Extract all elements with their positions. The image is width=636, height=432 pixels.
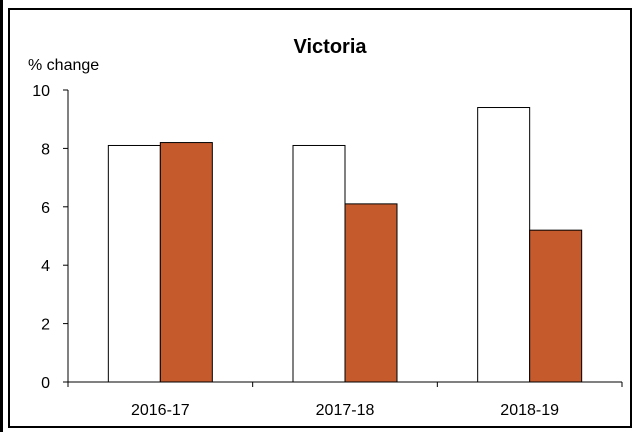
chart-title: Victoria	[294, 36, 368, 58]
y-tick-label: 10	[32, 83, 50, 100]
left-edge-bar	[0, 0, 3, 432]
x-tick-label: 2017-18	[316, 402, 375, 419]
bar	[292, 144, 346, 383]
bars-group	[107, 107, 583, 383]
bar	[159, 142, 213, 383]
chart-frame	[8, 8, 632, 428]
y-tick-label: 0	[41, 375, 50, 392]
y-axis-label: % change	[28, 57, 99, 74]
x-tick-label: 2018-19	[500, 402, 559, 419]
bar	[477, 107, 531, 383]
x-ticks-group: 2016-17 2017-18 2018-19	[67, 382, 623, 419]
bar	[107, 144, 161, 383]
y-tick-label: 2	[41, 317, 50, 334]
bar	[344, 203, 398, 383]
bar	[529, 229, 583, 383]
axes-group	[67, 90, 622, 383]
y-ticks-group: 0 2 4 6 8 10	[32, 83, 68, 392]
y-tick-label: 4	[41, 258, 50, 275]
x-tick-label: 2016-17	[131, 402, 190, 419]
y-tick-label: 8	[41, 141, 50, 158]
y-tick-label: 6	[41, 200, 50, 217]
